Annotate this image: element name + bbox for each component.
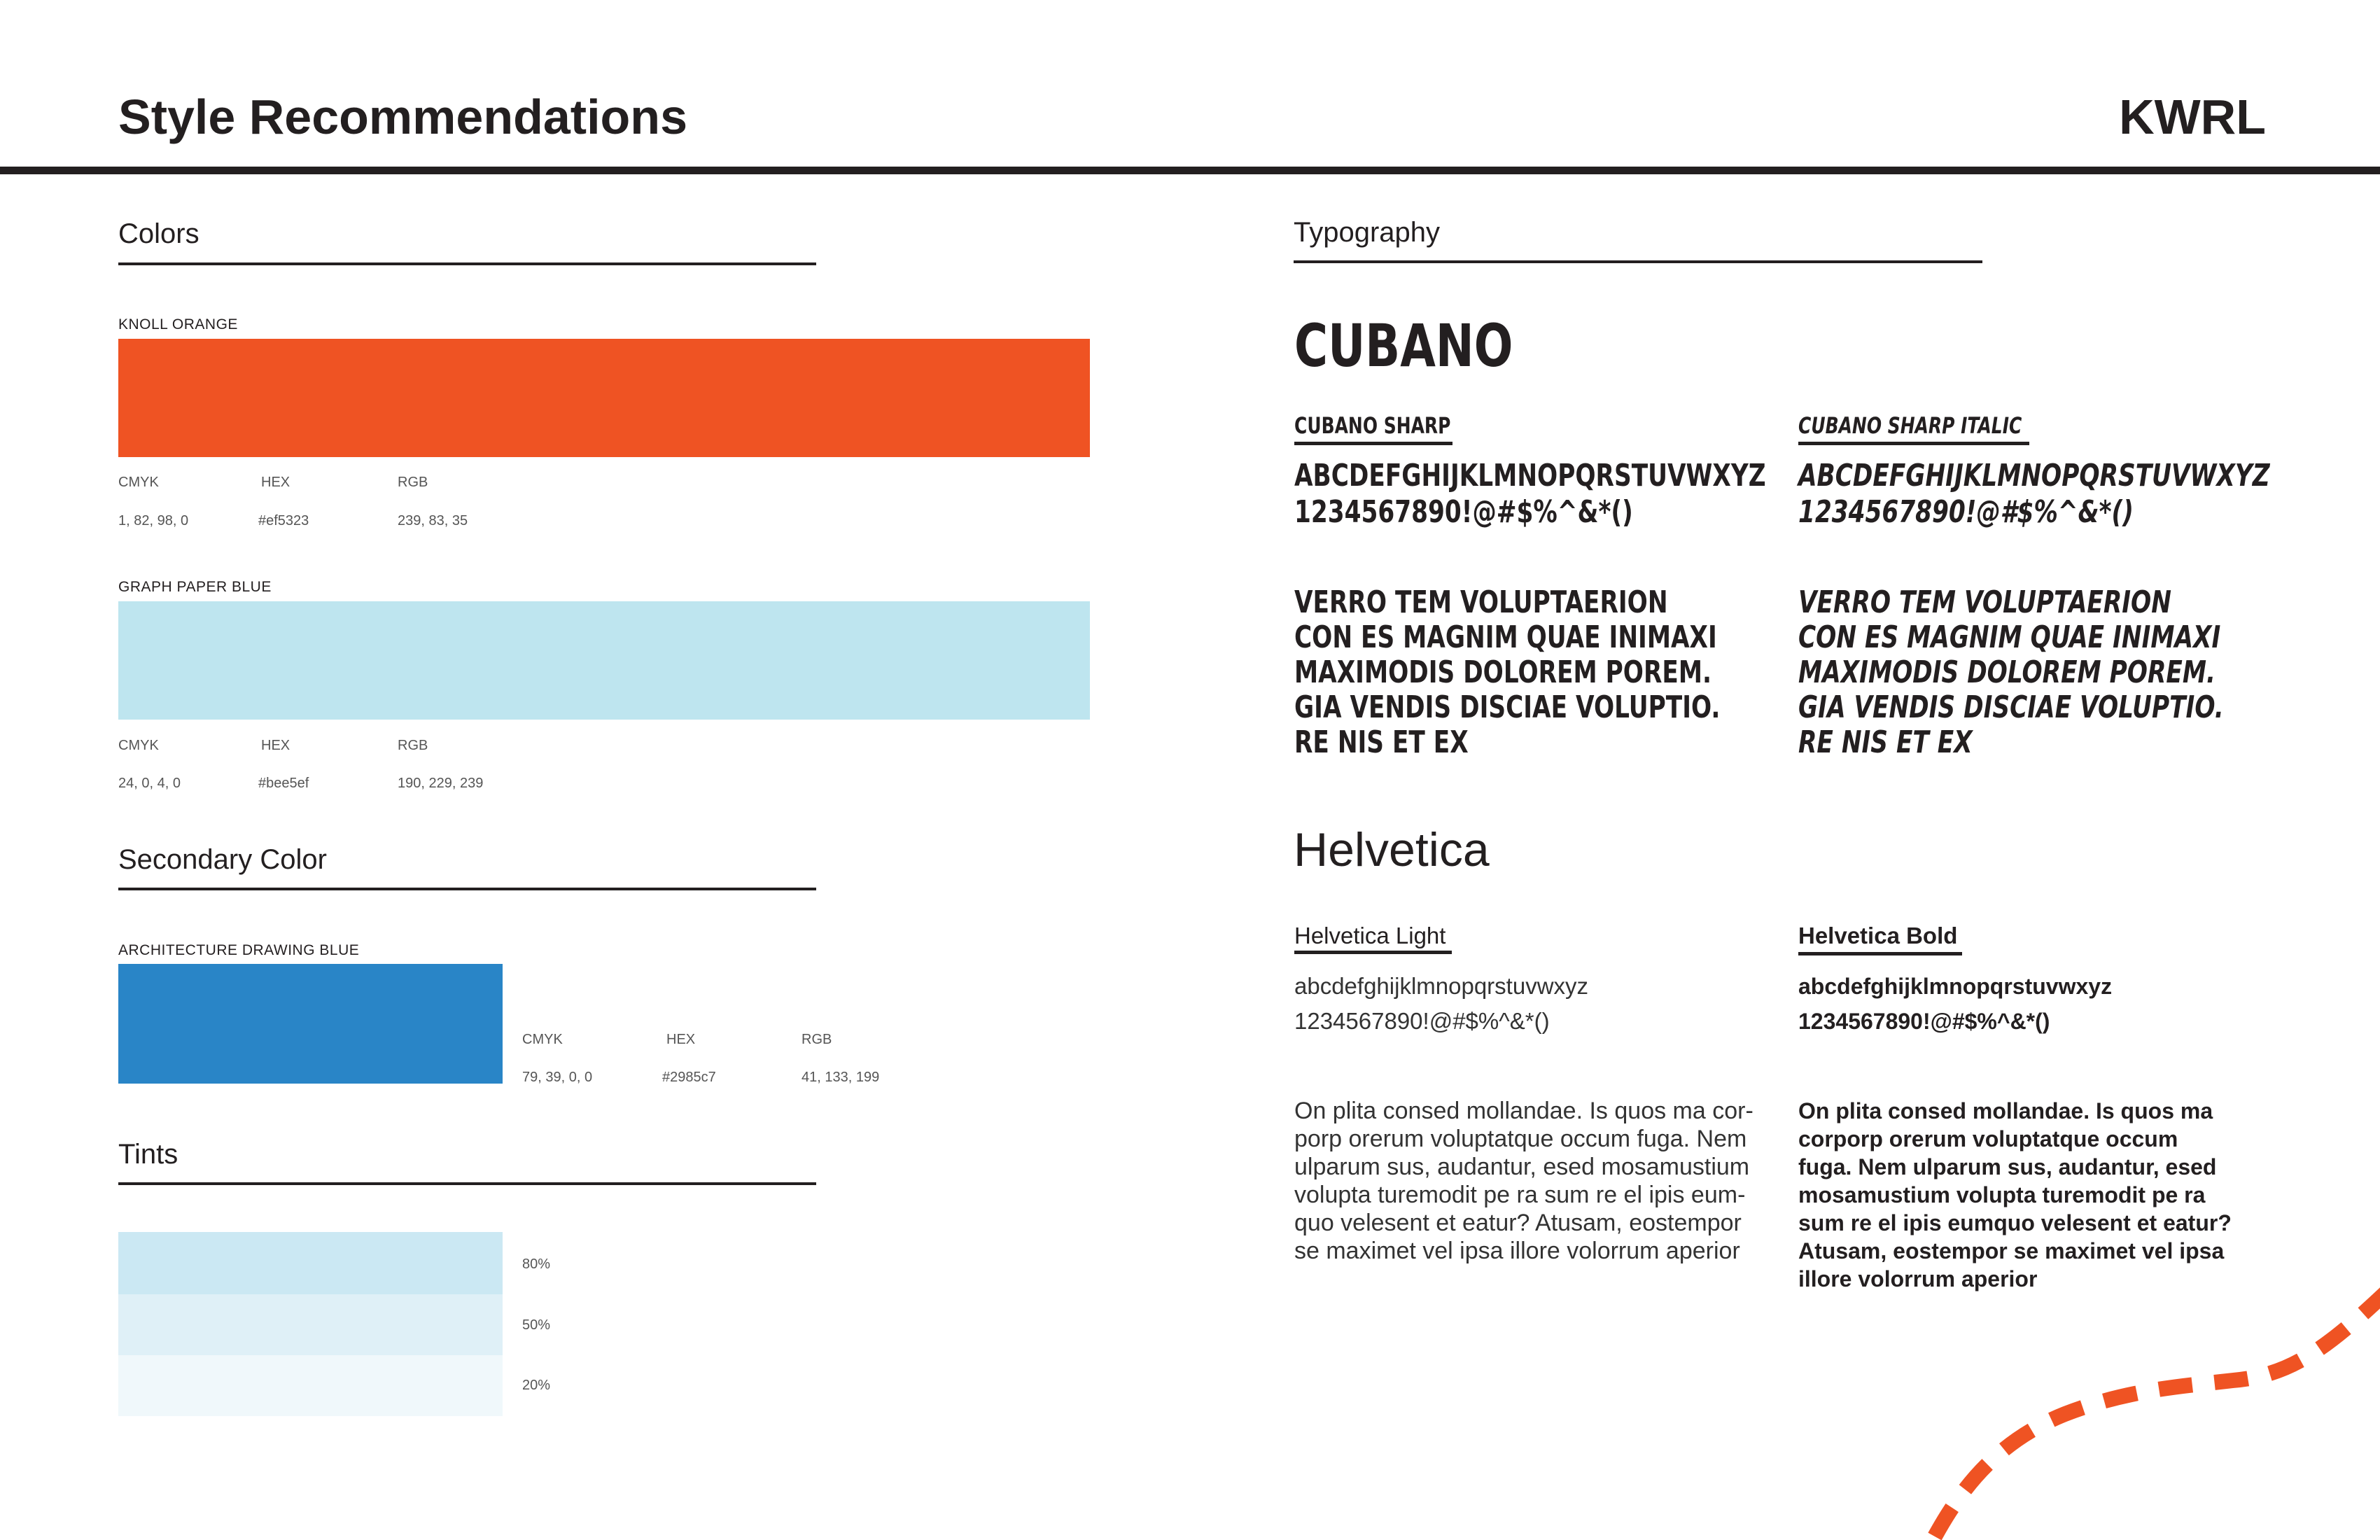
alphabet-sample: abcdefghijklmnopqrstuvwxyz bbox=[1798, 974, 2113, 999]
sample-line: VERRO TEM VOLUPTAERION bbox=[1798, 584, 2171, 620]
sample-line: On plita consed mollandae. Is quos ma bbox=[1798, 1098, 2213, 1124]
font-name: CUBANO SHARP bbox=[1294, 412, 1451, 439]
rgb-value: 190, 229, 239 bbox=[398, 776, 484, 791]
sample-line: illore volorrum aperior bbox=[1798, 1266, 2038, 1292]
swatch-block bbox=[118, 601, 1090, 720]
digits-sample: 1234567890!@#$%^&*() bbox=[1294, 1008, 1550, 1034]
cmyk-label: CMYK bbox=[118, 475, 159, 490]
rgb-label: RGB bbox=[398, 738, 428, 753]
typography-divider bbox=[1294, 260, 1982, 263]
dashed-path bbox=[1928, 1287, 2380, 1540]
font-name-underline bbox=[1798, 952, 1962, 955]
digits-sample: 1234567890!@#$%^&*() bbox=[1294, 494, 1633, 530]
cmyk-value: 24, 0, 4, 0 bbox=[118, 776, 181, 791]
tint-label: 50% bbox=[522, 1317, 551, 1333]
brand-name: KWRL bbox=[2119, 90, 2266, 144]
sample-line: Atusam, eostempor se maximet vel ipsa bbox=[1798, 1238, 2225, 1264]
sample-line: GIA VENDIS DISCIAE VOLUPTIO. bbox=[1798, 690, 2224, 725]
colors-heading: Colors bbox=[118, 218, 200, 249]
sample-line: ulparum sus, audantur, esed mosamustium bbox=[1294, 1154, 1750, 1180]
paragraph-sample: VERRO TEM VOLUPTAERION CON ES MAGNIM QUA… bbox=[1798, 585, 2224, 760]
sample-line: CON ES MAGNIM QUAE INIMAXI bbox=[1798, 620, 2221, 655]
sample-line: mosamustium volupta turemodit pe ra bbox=[1798, 1182, 2206, 1208]
font-name-underline bbox=[1294, 442, 1452, 445]
typography-heading: Typography bbox=[1294, 217, 1441, 248]
swatch-block bbox=[118, 964, 503, 1084]
tints-divider bbox=[118, 1182, 816, 1185]
sample-line: MAXIMODIS DOLOREM POREM. bbox=[1294, 654, 1712, 690]
sample-line: RE NIS ET EX bbox=[1294, 724, 1469, 760]
rgb-value: 239, 83, 35 bbox=[398, 513, 468, 528]
sample-line: VERRO TEM VOLUPTAERION bbox=[1294, 584, 1668, 620]
tint-20-swatch bbox=[118, 1355, 503, 1416]
swatch-block bbox=[118, 339, 1090, 457]
sample-line: se maximet vel ipsa illore volorrum aper… bbox=[1294, 1238, 1740, 1264]
sample-line: corporp orerum voluptatque occum bbox=[1798, 1126, 2178, 1152]
digits-sample: 1234567890!@#$%^&*() bbox=[1798, 494, 2134, 530]
sample-line: CON ES MAGNIM QUAE INIMAXI bbox=[1294, 620, 1717, 655]
paragraph-sample: On plita consed mollandae. Is quos ma co… bbox=[1798, 1097, 2232, 1293]
hex-label: HEX bbox=[666, 1032, 696, 1047]
helvetica-title: Helvetica bbox=[1294, 823, 1490, 876]
rgb-value: 41, 133, 199 bbox=[802, 1070, 880, 1085]
cubano-title: CUBANO bbox=[1294, 312, 1513, 380]
rgb-label: RGB bbox=[398, 475, 428, 490]
sample-line: GIA VENDIS DISCIAE VOLUPTIO. bbox=[1294, 690, 1721, 725]
secondary-divider bbox=[118, 888, 816, 890]
font-name: Helvetica Bold bbox=[1798, 923, 1958, 948]
font-name: CUBANO SHARP ITALIC bbox=[1798, 412, 2022, 439]
cmyk-label: CMYK bbox=[118, 738, 159, 753]
tints-heading: Tints bbox=[118, 1139, 178, 1170]
tint-50-swatch bbox=[118, 1294, 503, 1355]
swatch-name: GRAPH PAPER BLUE bbox=[118, 579, 272, 595]
swatch-name: KNOLL ORANGE bbox=[118, 316, 238, 332]
digits-sample: 1234567890!@#$%^&*() bbox=[1798, 1009, 2050, 1034]
hex-label: HEX bbox=[261, 738, 290, 753]
header-divider bbox=[0, 167, 2380, 174]
sample-line: MAXIMODIS DOLOREM POREM. bbox=[1798, 654, 2216, 690]
sample-line: sum re el ipis eumquo velesent et eatur? bbox=[1798, 1210, 2232, 1236]
cmyk-label: CMYK bbox=[522, 1032, 563, 1047]
secondary-color-heading: Secondary Color bbox=[118, 844, 327, 875]
sample-line: porp orerum voluptatque occum fuga. Nem bbox=[1294, 1126, 1747, 1152]
swatch-name: ARCHITECTURE DRAWING BLUE bbox=[118, 942, 360, 958]
font-name: Helvetica Light bbox=[1294, 923, 1446, 948]
sample-line: quo velesent et eatur? Atusam, eostempor bbox=[1294, 1210, 1742, 1236]
hex-label: HEX bbox=[261, 475, 290, 490]
cmyk-value: 1, 82, 98, 0 bbox=[118, 513, 189, 528]
tint-label: 20% bbox=[522, 1378, 551, 1393]
sample-line: fuga. Nem ulparum sus, audantur, esed bbox=[1798, 1154, 2217, 1180]
page-title: Style Recommendations bbox=[118, 90, 687, 144]
font-name-underline bbox=[1798, 442, 2029, 445]
cmyk-value: 79, 39, 0, 0 bbox=[522, 1070, 593, 1085]
colors-divider bbox=[118, 262, 816, 265]
sample-line: volupta turemodit pe ra sum re el ipis e… bbox=[1294, 1182, 1746, 1208]
alphabet-sample: abcdefghijklmnopqrstuvwxyz bbox=[1294, 973, 1589, 999]
tint-label: 80% bbox=[522, 1256, 551, 1272]
hex-value: #2985c7 bbox=[662, 1070, 716, 1085]
paragraph-sample: VERRO TEM VOLUPTAERION CON ES MAGNIM QUA… bbox=[1294, 585, 1720, 760]
rgb-label: RGB bbox=[802, 1032, 832, 1047]
paragraph-sample: On plita consed mollandae. Is quos ma co… bbox=[1294, 1097, 1754, 1265]
hex-value: #ef5323 bbox=[258, 513, 309, 528]
alphabet-sample: ABCDEFGHIJKLMNOPQRSTUVWXYZ bbox=[1798, 458, 2270, 493]
sample-line: On plita consed mollandae. Is quos ma co… bbox=[1294, 1098, 1754, 1124]
font-name-underline bbox=[1294, 951, 1452, 954]
hex-value: #bee5ef bbox=[258, 776, 309, 791]
alphabet-sample: ABCDEFGHIJKLMNOPQRSTUVWXYZ bbox=[1294, 458, 1766, 493]
sample-line: RE NIS ET EX bbox=[1798, 724, 1973, 760]
tint-80-swatch bbox=[118, 1232, 503, 1294]
